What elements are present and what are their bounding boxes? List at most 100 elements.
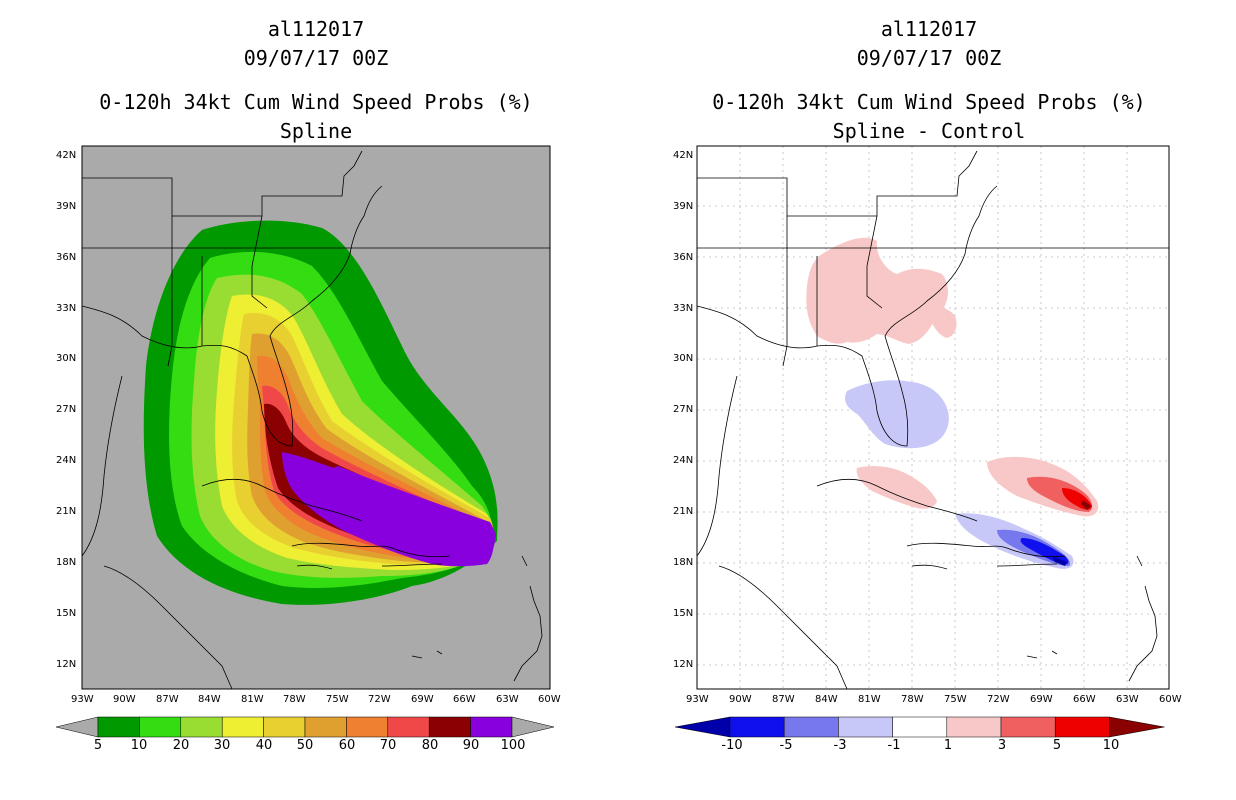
- right-lon-label: 60W: [1159, 694, 1182, 705]
- left-colorbar-swatch: [97, 716, 140, 738]
- left-colorbar-label: 50: [296, 738, 314, 753]
- left-map: [81, 145, 551, 690]
- left-lat-label: 33N: [56, 303, 77, 314]
- left-lat-label: 18N: [56, 557, 77, 568]
- left-lat-label: 24N: [56, 455, 77, 466]
- left-lon-label: 72W: [368, 694, 391, 705]
- left-colorbar: [55, 716, 555, 738]
- left-lat-label: 27N: [56, 404, 77, 415]
- right-colorbar-label: 1: [943, 738, 953, 753]
- left-lat-label: 12N: [56, 659, 77, 670]
- right-lat-label: 36N: [673, 252, 694, 263]
- left-colorbar-label: 30: [213, 738, 231, 753]
- right-map-frame: [696, 145, 1170, 690]
- right-lon-label: 93W: [686, 694, 709, 705]
- right-colorbar-swatch: [729, 716, 785, 738]
- left-subtitle: Spline: [279, 119, 353, 143]
- contour-90-fill: [326, 466, 496, 564]
- left-lon-label: 69W: [411, 694, 434, 705]
- right-lat-label: 33N: [673, 303, 694, 314]
- left-colorbar-swatch: [304, 716, 347, 738]
- right-colorbar-swatch: [1054, 716, 1110, 738]
- right-colorbar-swatch: [674, 716, 731, 738]
- diff-pos-1-east: [927, 307, 957, 338]
- right-colorbar-swatch: [838, 716, 893, 738]
- left-colorbar-swatch: [180, 716, 223, 738]
- right-lat-label: 24N: [673, 455, 694, 466]
- right-colorbar-swatch: [946, 716, 1002, 738]
- left-colorbar-swatch: [387, 716, 430, 738]
- left-storm-id: al112017: [267, 17, 365, 41]
- right-lon-label: 66W: [1073, 694, 1096, 705]
- left-datetime: 09/07/17 00Z: [243, 46, 389, 70]
- right-colorbar-label: -5: [779, 738, 793, 753]
- left-lon-label: 60W: [538, 694, 561, 705]
- right-lat-label: 39N: [673, 201, 694, 212]
- right-lon-label: 84W: [815, 694, 838, 705]
- left-colorbar-max-arrow: [511, 716, 555, 738]
- left-colorbar-label: 90: [462, 738, 480, 753]
- right-lat-label: 18N: [673, 557, 694, 568]
- left-colorbar-min-arrow: [55, 716, 99, 738]
- right-lon-label: 75W: [944, 694, 967, 705]
- left-lat-label: 21N: [56, 506, 77, 517]
- right-lat-label: 27N: [673, 404, 694, 415]
- right-product-title: 0-120h 34kt Cum Wind Speed Probs (%): [712, 90, 1146, 114]
- diff-pos-1-us: [806, 237, 949, 344]
- right-lat-label: 15N: [673, 608, 694, 619]
- left-coastlines: [81, 150, 550, 690]
- right-colorbar-label: -10: [721, 738, 743, 753]
- left-lon-label: 63W: [496, 694, 519, 705]
- left-lat-label: 36N: [56, 252, 77, 263]
- left-lon-label: 78W: [283, 694, 306, 705]
- right-map: [696, 145, 1170, 690]
- right-lat-label: 30N: [673, 353, 694, 364]
- left-lat-label: 42N: [56, 150, 77, 161]
- right-storm-id: al112017: [880, 17, 978, 41]
- right-colorbar-swatch: [783, 716, 839, 738]
- left-lon-label: 87W: [156, 694, 179, 705]
- right-lon-label: 72W: [987, 694, 1010, 705]
- left-colorbar-label: 60: [338, 738, 356, 753]
- right-colorbar-label: 5: [1052, 738, 1062, 753]
- right-lon-label: 90W: [729, 694, 752, 705]
- right-subtitle: Spline - Control: [832, 119, 1026, 143]
- left-lat-label: 39N: [56, 201, 77, 212]
- left-lon-label: 66W: [453, 694, 476, 705]
- right-lat-label: 12N: [673, 659, 694, 670]
- left-colorbar-swatch: [346, 716, 389, 738]
- right-lon-label: 81W: [858, 694, 881, 705]
- left-lon-label: 93W: [71, 694, 94, 705]
- right-lat-label: 21N: [673, 506, 694, 517]
- right-colorbar-swatch: [892, 716, 948, 738]
- left-colorbar-label: 70: [379, 738, 397, 753]
- left-map-frame: [81, 145, 551, 690]
- right-colorbar-label: -3: [833, 738, 847, 753]
- left-colorbar-label: 5: [93, 738, 103, 753]
- left-colorbar-swatch: [263, 716, 306, 738]
- right-difference-contours: [806, 237, 1099, 569]
- right-lon-label: 63W: [1116, 694, 1139, 705]
- left-colorbar-swatch: [470, 716, 513, 738]
- diff-pos-10: [1081, 500, 1091, 510]
- right-datetime: 09/07/17 00Z: [856, 46, 1002, 70]
- right-coastlines: [696, 150, 1169, 690]
- diff-neg-10: [1052, 556, 1067, 566]
- left-product-title: 0-120h 34kt Cum Wind Speed Probs (%): [99, 90, 533, 114]
- left-colorbar-label: 10: [130, 738, 148, 753]
- left-lat-label: 15N: [56, 608, 77, 619]
- left-probability-contours: [143, 220, 498, 605]
- right-colorbar-label: -1: [887, 738, 901, 753]
- left-lon-label: 75W: [326, 694, 349, 705]
- right-lon-label: 69W: [1030, 694, 1053, 705]
- right-colorbar-label: 3: [997, 738, 1007, 753]
- right-lon-label: 78W: [901, 694, 924, 705]
- left-colorbar-label: 80: [421, 738, 439, 753]
- left-colorbar-label: 100: [500, 738, 526, 753]
- left-colorbar-swatch: [139, 716, 182, 738]
- right-lat-label: 42N: [673, 150, 694, 161]
- left-lon-label: 90W: [113, 694, 136, 705]
- diff-neg-1-fl: [845, 380, 949, 449]
- left-colorbar-swatch: [221, 716, 264, 738]
- left-lon-label: 84W: [198, 694, 221, 705]
